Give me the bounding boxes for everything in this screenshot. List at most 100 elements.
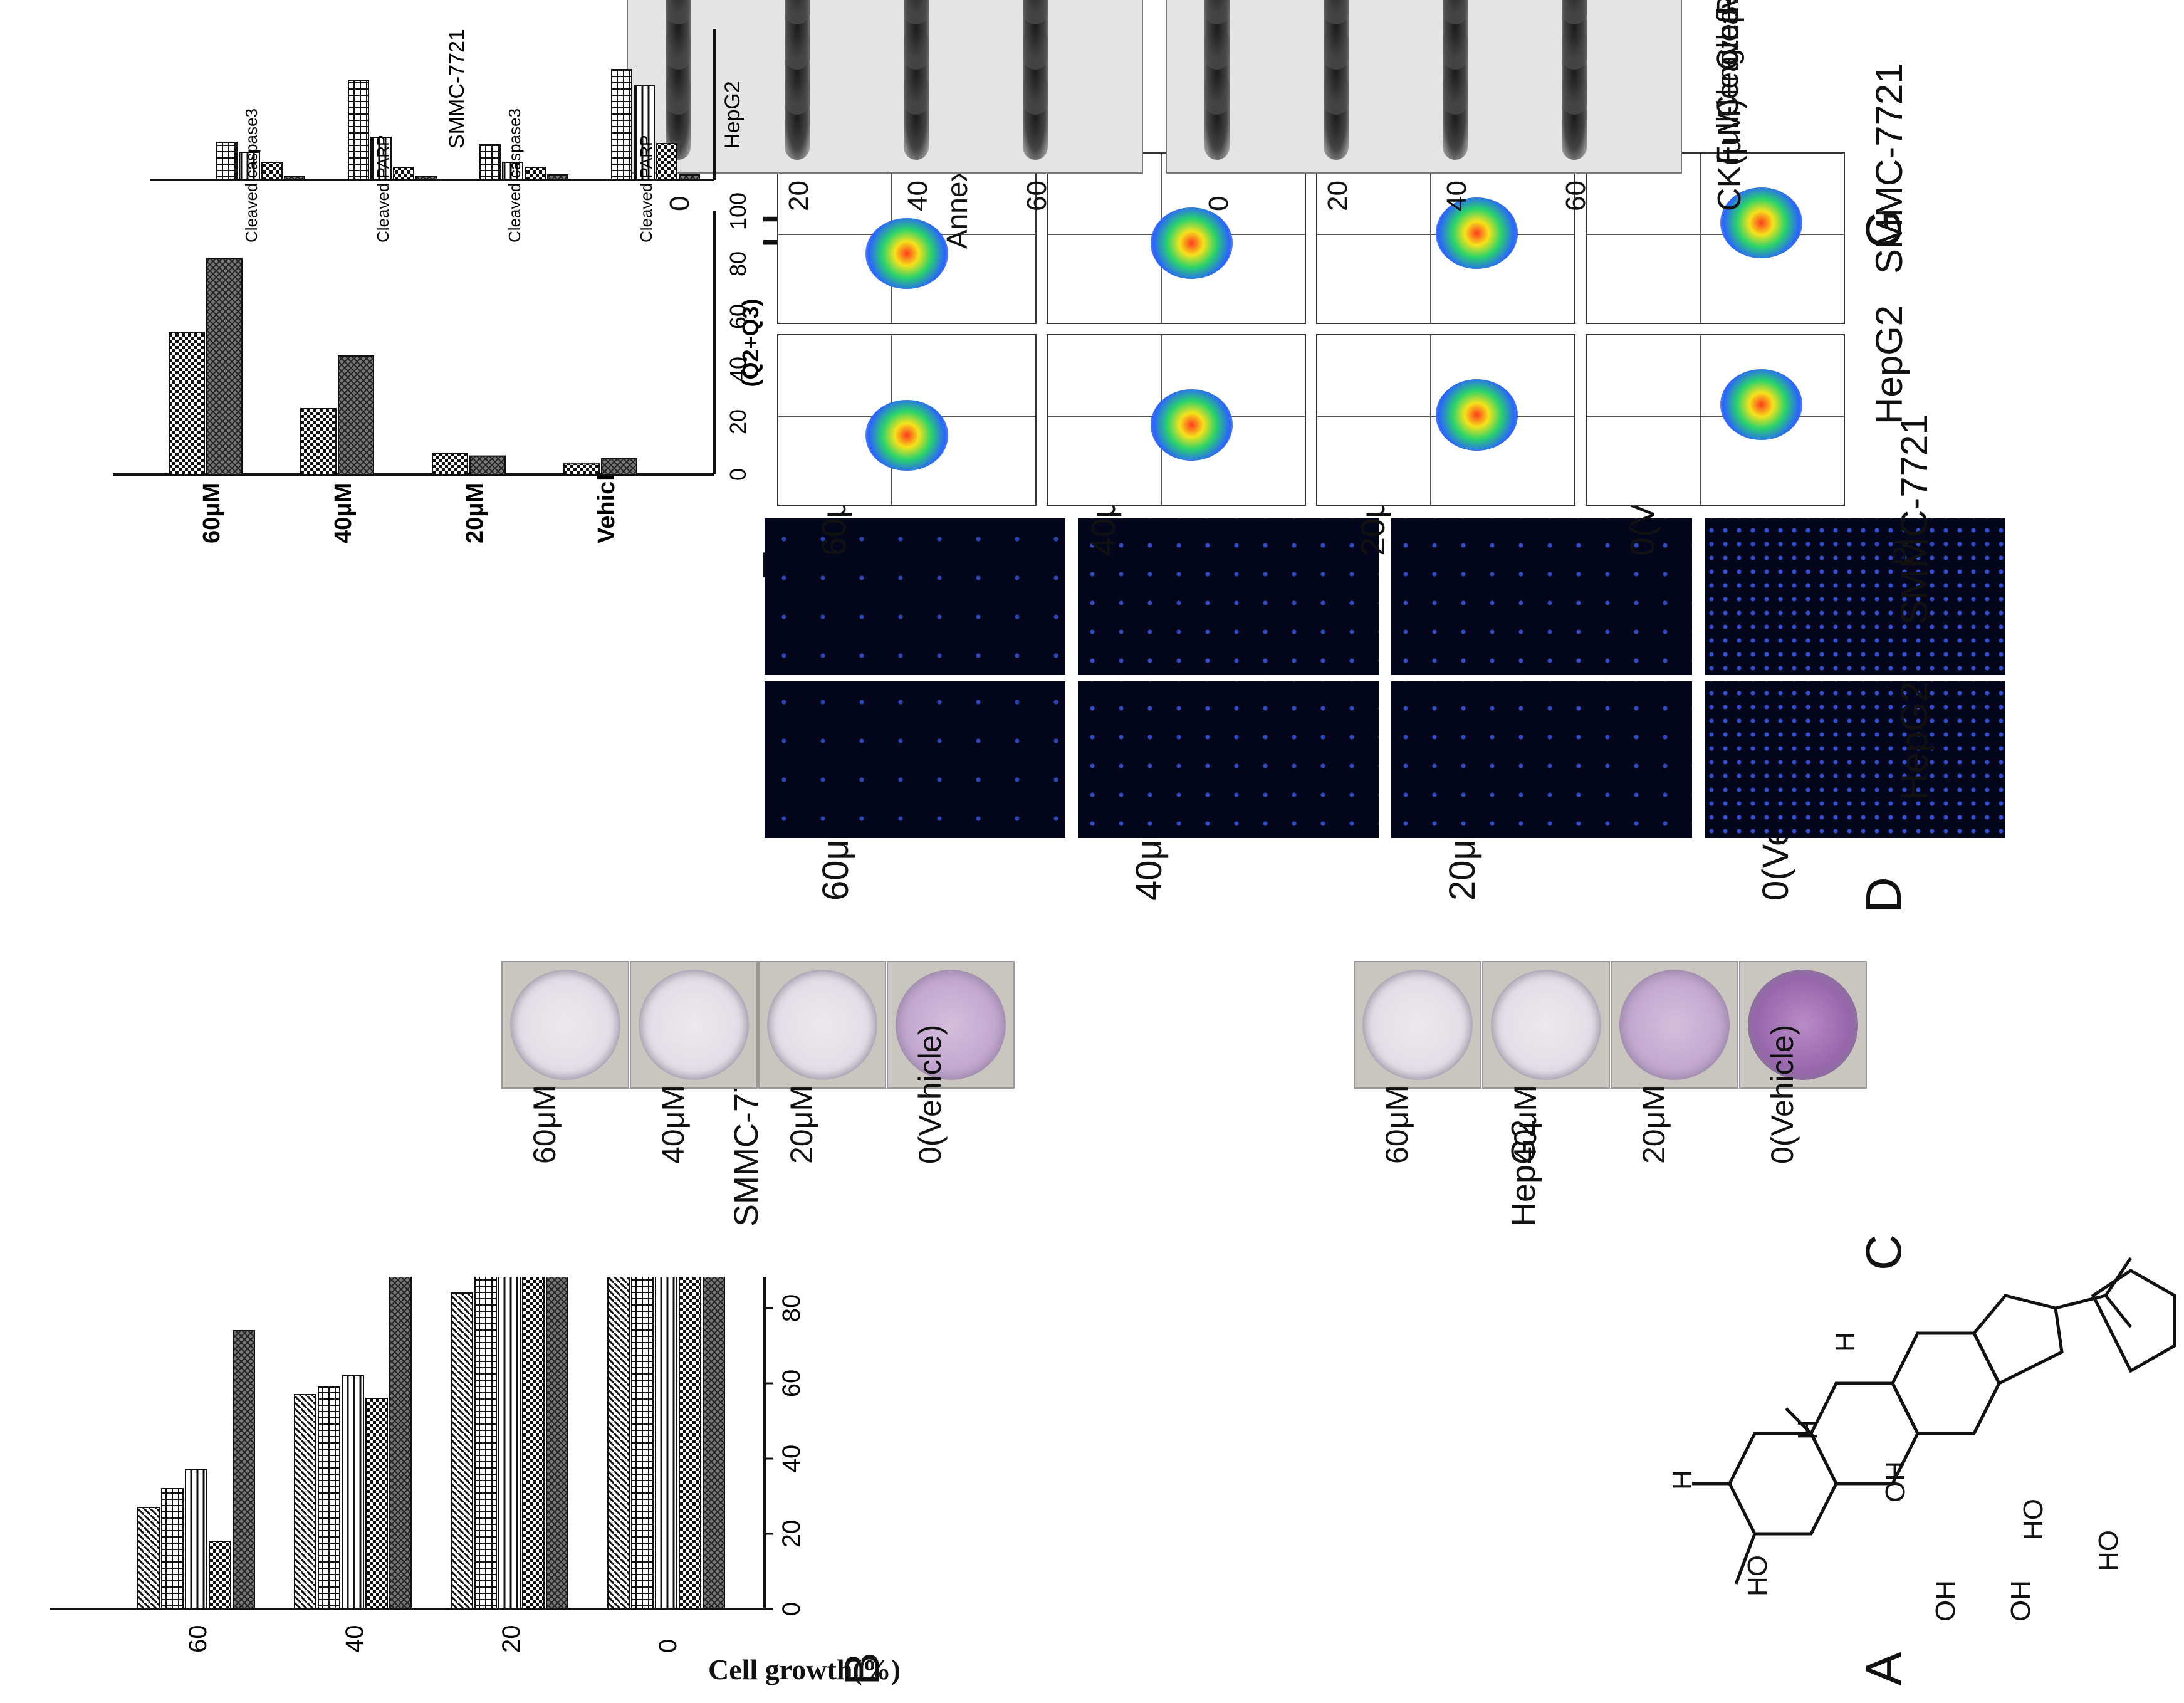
fluo-image-smmc: [1705, 518, 2005, 675]
colony-dose-hepg2: 60μM: [1379, 1084, 1414, 1164]
colony-dose-hepg2: 20μM: [1636, 1084, 1671, 1164]
chart-f-cat-label: 40μM: [330, 483, 357, 543]
chart-b-ytick-label: 60: [778, 1370, 805, 1398]
chart-b-bar: [522, 1277, 545, 1610]
colony-plate: [639, 970, 749, 1080]
flow-cloud: [1435, 379, 1518, 451]
flow-plot: [777, 152, 1037, 324]
blot-dose-label: 20: [1322, 181, 1353, 211]
flow-cloud: [1151, 389, 1233, 461]
blot-dose-label: 60: [1560, 181, 1591, 211]
colony-dish-smmc: [887, 961, 1015, 1089]
blot-band: [904, 0, 929, 24]
colony-dish-hepg2: [1482, 961, 1610, 1089]
chart-b-cat-label: 60: [184, 1625, 212, 1653]
chart-h-bar: [393, 167, 414, 181]
chart-cell-growth: 0204060801000204060: [50, 1277, 805, 1653]
struct-label-4: HO: [2018, 1499, 2049, 1540]
chart-f-bar: [432, 453, 468, 475]
fluo-image-hepg2: [1705, 681, 2005, 838]
d-row-smmc: SMMC-7721: [1893, 414, 1935, 625]
struct-label-7: OH: [1930, 1580, 1961, 1622]
fluo-image-smmc: [765, 518, 1065, 675]
chart-h-bar: [348, 80, 369, 181]
chart-b-bar: [365, 1398, 388, 1610]
colony-dish-hepg2: [1739, 961, 1867, 1089]
chart-h-cat-label: Cleaved caspase3: [242, 108, 261, 243]
flow-cloud: [1720, 369, 1803, 441]
chart-b-bar: [631, 1277, 654, 1610]
struct-label-1: H: [1667, 1470, 1698, 1490]
chart-b-bar: [137, 1507, 160, 1610]
chart-protein-level: Cleaved PARP Cleaved caspase3 Cleaved PARP…: [150, 29, 745, 243]
chart-b-bar: [474, 1277, 497, 1610]
colony-dish-smmc: [501, 961, 629, 1089]
fluo-image-smmc: [1078, 518, 1379, 675]
chart-h-bar: [415, 176, 437, 181]
panel-label-a: A: [1856, 1652, 1911, 1685]
chart-h-bar: [479, 144, 501, 181]
colony-dish-smmc: [758, 961, 886, 1089]
chart-f-cat-label: 20μM: [462, 483, 488, 543]
chart-f-tick-label: 60: [725, 304, 751, 329]
flow-plot: [1316, 334, 1575, 506]
flow-gate-h: [1430, 154, 1432, 323]
fluo-image-hepg2: [1078, 681, 1379, 838]
e-row-smmc: SMMC-7721: [1868, 63, 1910, 274]
fluo-image-hepg2: [1391, 681, 1692, 838]
flow-plot: [777, 334, 1037, 506]
chart-h-bar: [284, 176, 305, 181]
chart-h-bar: [656, 143, 677, 181]
chart-f-bar: [338, 355, 374, 475]
blot-row-label: β-actin: [1711, 0, 1745, 23]
flow-gate-h: [1700, 335, 1701, 505]
d-row-hepg2: HepG2: [1893, 681, 1935, 800]
blot-dose-label: 60: [1021, 181, 1052, 211]
chart-b-cat-label: 0: [654, 1639, 682, 1653]
chart-h-bar: [239, 152, 260, 181]
flow-gate-v: [1587, 415, 1844, 417]
chart-b-cat-label: 20: [498, 1625, 525, 1653]
chart-b-bar: [161, 1488, 184, 1610]
blot-dose-label: 40: [902, 181, 933, 211]
chart-f-cat-label: 60μM: [199, 483, 225, 543]
flow-cloud: [865, 399, 948, 471]
chart-h-bar: [611, 69, 632, 181]
blot-dose-label: 40: [1441, 181, 1472, 211]
flow-gate-h: [1430, 335, 1432, 505]
chart-b-ytick-label: 40: [778, 1445, 805, 1473]
colony-plate: [1491, 970, 1601, 1080]
struct-label-5: HO: [2093, 1530, 2124, 1571]
flow-plot: [1586, 334, 1845, 506]
fluo-nuclei: [1078, 681, 1379, 838]
colony-dose-smmc: 20μM: [784, 1084, 819, 1164]
chart-h-bar: [679, 174, 700, 181]
chart-b-bar: [607, 1277, 630, 1610]
fluo-nuclei: [1705, 518, 2005, 675]
struct-label-0: HO: [1742, 1555, 1773, 1596]
colony-dose-hepg2: 40μM: [1508, 1084, 1543, 1164]
fluo-nuclei: [1391, 681, 1692, 838]
chart-f-tick-label: 20: [725, 409, 751, 434]
chart-f-tick-label: 0: [725, 468, 751, 481]
struct-label-8: OH: [1880, 1461, 1911, 1502]
flow-cloud: [865, 217, 948, 289]
flow-plot: [1047, 152, 1306, 324]
blot-dose-label: 0: [1203, 196, 1234, 211]
chart-b-bar: [703, 1277, 725, 1610]
colony-plate: [1619, 970, 1730, 1080]
colony-plate: [767, 970, 877, 1080]
fluo-nuclei: [1078, 518, 1379, 675]
fluo-nuclei: [765, 518, 1065, 675]
chart-h-bar: [525, 167, 546, 181]
chart-f-bar: [469, 455, 506, 475]
blot-dose-label: 20: [783, 181, 814, 211]
colony-dose-smmc: 0(Vehicle): [912, 1024, 948, 1164]
flow-plot: [1316, 152, 1575, 324]
colony-dish-hepg2: [1354, 961, 1481, 1089]
chart-h-bar: [634, 85, 655, 181]
chart-f-bar: [169, 332, 205, 475]
chart-f-bar: [563, 463, 600, 475]
colony-dose-hepg2: 0(Vehicle): [1765, 1024, 1800, 1164]
blot-band: [1443, 0, 1468, 24]
